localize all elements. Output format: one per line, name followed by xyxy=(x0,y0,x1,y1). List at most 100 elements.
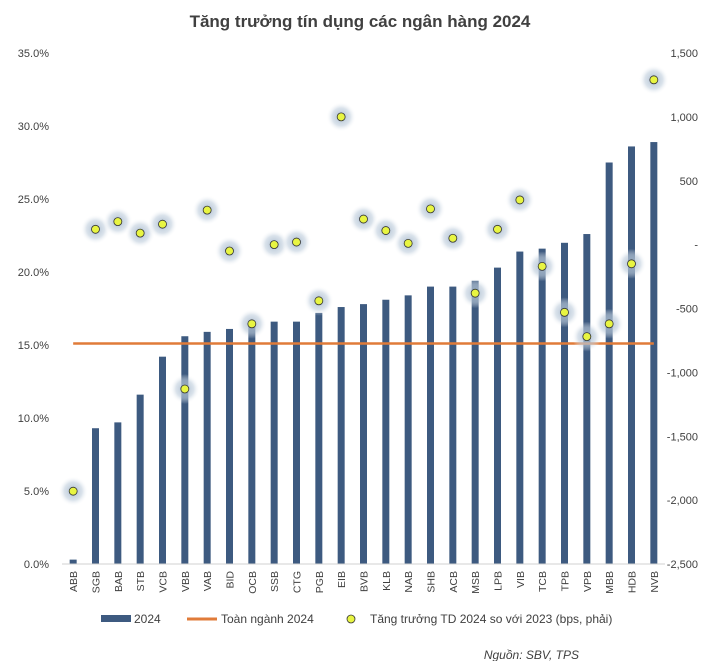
category-label: BVB xyxy=(359,571,371,592)
category-label: NVB xyxy=(649,571,661,593)
scatter-point xyxy=(202,205,212,215)
bar xyxy=(315,312,323,564)
bar xyxy=(69,559,77,564)
left-tick-label: 35.0% xyxy=(18,48,49,60)
scatter-point xyxy=(91,224,100,234)
category-label: MSB xyxy=(470,571,482,594)
legend-label-line: Toàn ngành 2024 xyxy=(221,612,314,626)
category-label: SSB xyxy=(269,571,281,592)
bar xyxy=(471,280,479,564)
left-tick-label: 15.0% xyxy=(18,340,49,352)
bar xyxy=(248,323,256,564)
category-label: BAB xyxy=(113,571,125,592)
left-axis: 0.0% 5.0% 10.0% 15.0% 20.0% 25.0% 30.0% 35.0% xyxy=(18,48,49,571)
left-tick-label: 25.0% xyxy=(18,194,49,206)
bar xyxy=(427,286,434,564)
bar xyxy=(136,394,144,564)
bar xyxy=(516,251,524,564)
right-tick-label: -500 xyxy=(676,304,698,316)
legend-swatch-scatter xyxy=(346,614,356,624)
chart-title: Tăng trưởng tín dụng các ngân hàng 2024 xyxy=(190,12,531,31)
category-label: VBB xyxy=(180,571,192,592)
category-label: VPB xyxy=(582,571,594,592)
bar xyxy=(360,304,367,564)
scatter-point xyxy=(582,332,592,342)
bar xyxy=(92,428,99,564)
bar xyxy=(404,295,412,564)
category-label: STB xyxy=(135,571,147,591)
scatter-point xyxy=(560,307,569,317)
scatter-point xyxy=(470,288,480,298)
right-tick-label: -1,500 xyxy=(667,431,698,443)
scatter-point xyxy=(448,233,458,243)
category-label: TPB xyxy=(560,571,572,591)
right-tick-label: -1,000 xyxy=(667,367,698,379)
bar xyxy=(583,234,591,565)
scatter-point xyxy=(604,319,614,329)
bar-series xyxy=(62,142,665,565)
scatter-point xyxy=(426,204,435,214)
category-label: LPB xyxy=(493,571,505,591)
scatter-point xyxy=(493,224,502,234)
legend: 2024 Toàn ngành 2024 Tăng trưởng TD 2024… xyxy=(101,612,612,626)
left-tick-label: 30.0% xyxy=(18,121,49,133)
scatter-point xyxy=(292,237,301,247)
scatter-point xyxy=(627,259,636,269)
scatter-point xyxy=(537,261,547,271)
bar xyxy=(270,321,278,564)
scatter-point xyxy=(403,238,413,248)
category-label: CTG xyxy=(292,571,304,593)
scatter-point xyxy=(336,112,346,122)
left-tick-label: 20.0% xyxy=(18,267,49,279)
bar xyxy=(650,142,658,564)
scatter-point xyxy=(68,486,78,496)
right-tick-label: -2,000 xyxy=(667,495,698,507)
legend-swatch-bar xyxy=(101,615,131,622)
bar xyxy=(449,286,457,564)
bar xyxy=(159,356,166,564)
scatter-point xyxy=(515,195,525,205)
category-label: MBB xyxy=(604,571,616,594)
category-label: SGB xyxy=(91,571,103,593)
scatter-point xyxy=(314,296,324,306)
category-label: NAB xyxy=(403,571,415,593)
right-tick-label: 500 xyxy=(680,176,698,188)
category-label: ABB xyxy=(68,571,80,592)
scatter-point xyxy=(269,240,279,250)
category-label: EIB xyxy=(336,571,348,588)
right-axis: -2,500-2,000-1,500-1,000-500-5001,0001,5… xyxy=(667,48,699,571)
bar xyxy=(203,331,211,564)
scatter-point xyxy=(158,219,167,229)
scatter-point xyxy=(649,75,659,85)
legend-label-bar: 2024 xyxy=(134,612,161,626)
bar xyxy=(337,307,345,564)
scatter-series xyxy=(58,64,669,507)
category-label: BID xyxy=(225,571,237,589)
left-tick-label: 10.0% xyxy=(18,413,49,425)
scatter-point xyxy=(135,228,145,238)
right-tick-label: -2,500 xyxy=(667,559,698,571)
category-label: HDB xyxy=(627,571,639,593)
right-tick-label: 1,000 xyxy=(670,112,698,124)
right-tick-label: 1,500 xyxy=(670,48,698,60)
bar xyxy=(293,321,300,564)
category-label: ACB xyxy=(448,571,460,593)
left-tick-label: 5.0% xyxy=(24,486,49,498)
scatter-point xyxy=(247,319,257,329)
category-label: VAB xyxy=(202,571,214,591)
category-label: SHB xyxy=(426,571,438,593)
category-label: VCB xyxy=(158,571,170,593)
bar xyxy=(114,422,122,564)
bar xyxy=(561,242,568,565)
category-label: PGB xyxy=(314,571,326,593)
source-note: Nguồn: SBV, TPS xyxy=(484,648,579,661)
bar xyxy=(628,146,635,564)
scatter-point xyxy=(180,384,190,394)
scatter-point xyxy=(113,217,123,227)
bar xyxy=(382,299,390,564)
scatter-point xyxy=(381,226,391,235)
right-tick-label: - xyxy=(694,240,698,252)
bar xyxy=(605,162,613,564)
bar xyxy=(226,328,233,564)
